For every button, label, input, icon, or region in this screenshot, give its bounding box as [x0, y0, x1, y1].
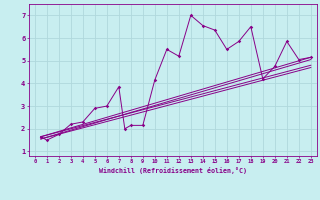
X-axis label: Windchill (Refroidissement éolien,°C): Windchill (Refroidissement éolien,°C) [99, 167, 247, 174]
